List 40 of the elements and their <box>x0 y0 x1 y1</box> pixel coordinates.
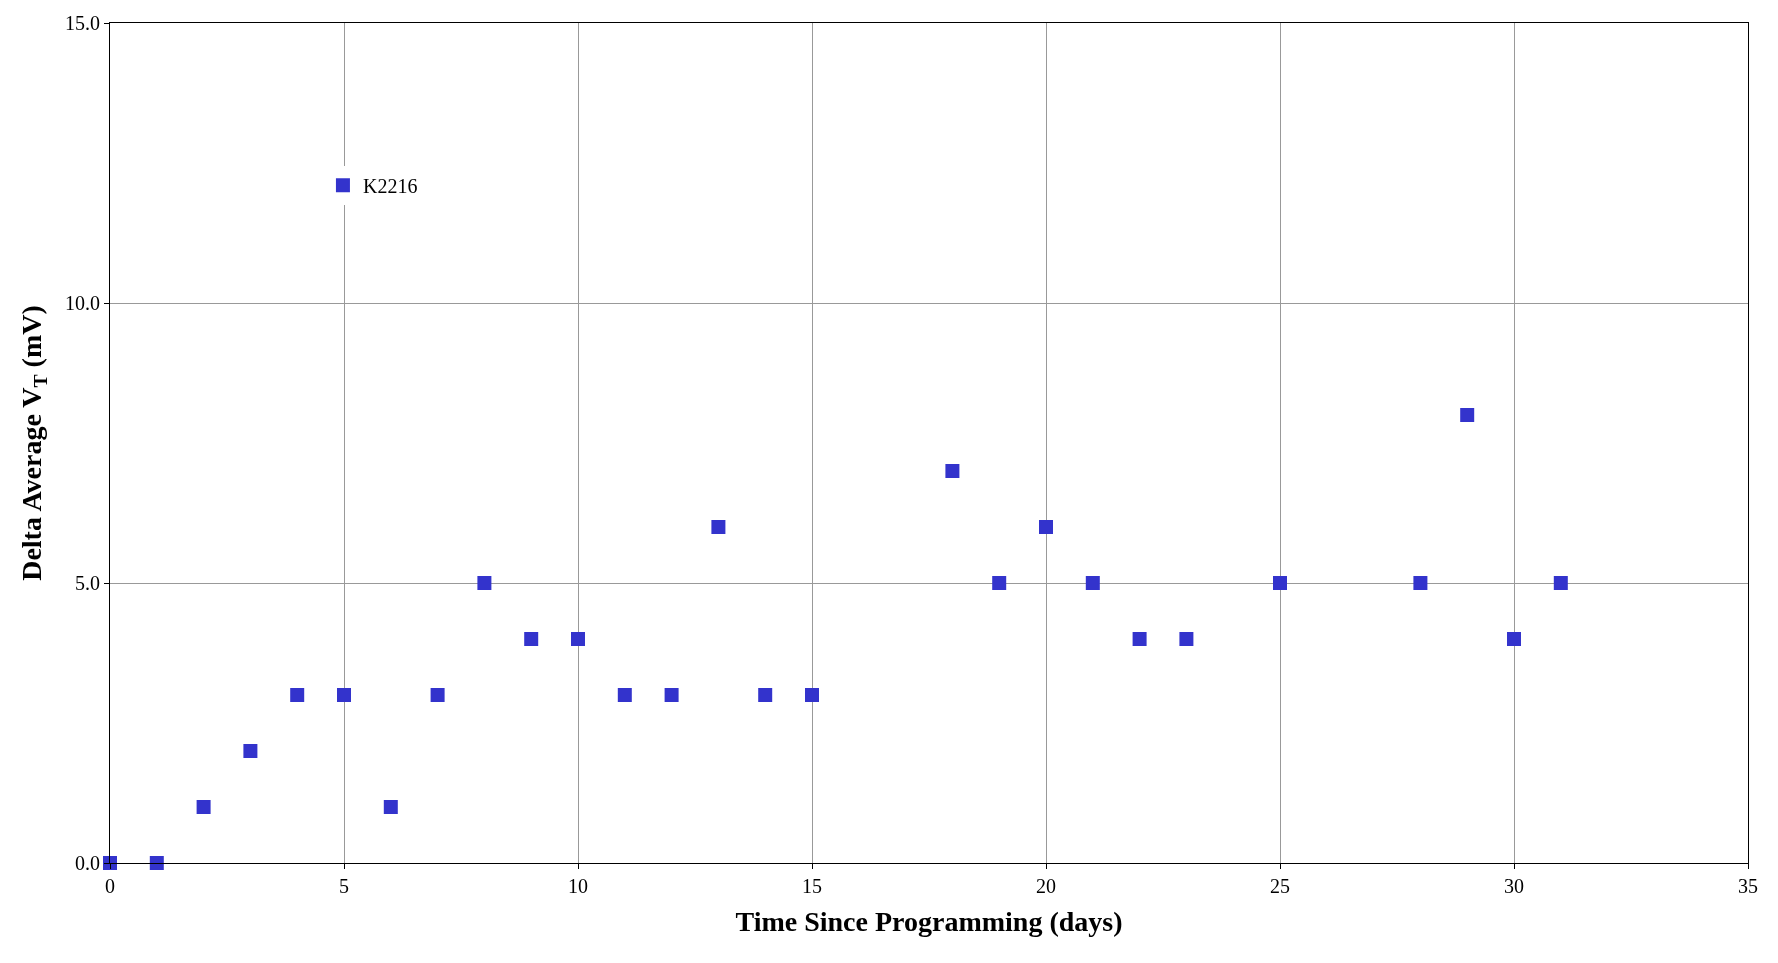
point <box>945 464 960 478</box>
x-tick-label: 15 <box>802 875 822 897</box>
y-tick-label: 10.0 <box>65 292 100 314</box>
point <box>1273 576 1287 590</box>
point <box>477 576 492 590</box>
point <box>617 688 632 702</box>
point <box>383 800 398 814</box>
point <box>992 576 1007 590</box>
point <box>758 688 773 702</box>
point <box>1553 576 1568 590</box>
y-tick-label: 0.0 <box>75 852 100 874</box>
point <box>711 520 726 534</box>
y-tick-label: 5.0 <box>75 572 100 594</box>
x-tick-label: 25 <box>1270 875 1290 897</box>
point <box>805 688 819 702</box>
point <box>337 688 351 702</box>
x-tick-label: 20 <box>1036 875 1056 897</box>
x-tick-label: 30 <box>1504 875 1524 897</box>
point <box>243 744 258 758</box>
point <box>1132 632 1147 646</box>
x-tick-label: 0 <box>105 875 115 897</box>
point <box>1179 632 1194 646</box>
x-tick-label: 5 <box>339 875 349 897</box>
point <box>1039 520 1053 534</box>
point <box>149 856 164 870</box>
point <box>196 800 211 814</box>
y-tick-label: 15.0 <box>65 12 100 34</box>
point <box>290 688 305 702</box>
point <box>430 688 445 702</box>
point <box>524 632 539 646</box>
point <box>571 632 585 646</box>
point <box>1460 408 1475 422</box>
x-tick-label: 10 <box>568 875 588 897</box>
x-axis-title: Time Since Programming (days) <box>735 906 1123 938</box>
point <box>664 688 679 702</box>
point <box>1413 576 1428 590</box>
point <box>1085 576 1100 590</box>
point <box>1507 632 1521 646</box>
legend-label: K2216 <box>362 175 418 198</box>
x-tick-label: 35 <box>1738 875 1758 897</box>
